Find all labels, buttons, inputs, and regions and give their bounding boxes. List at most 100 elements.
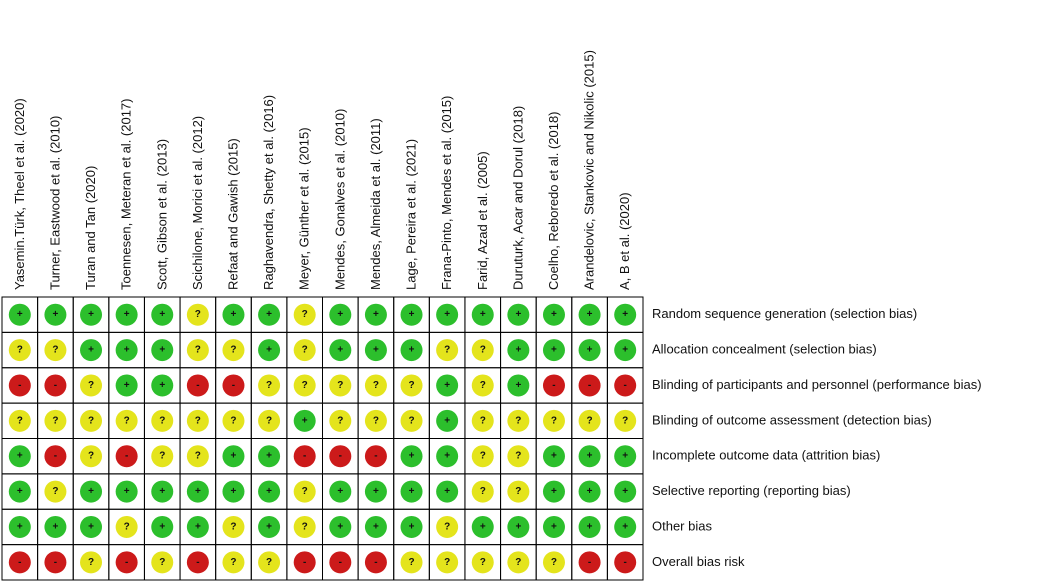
judgement-symbol: ? xyxy=(17,415,23,426)
judgement-symbol: ? xyxy=(515,557,521,568)
judgement-dot xyxy=(471,374,494,397)
judgement-symbol: - xyxy=(196,557,199,568)
judgement-symbol: - xyxy=(339,451,342,462)
judgement-dot xyxy=(222,374,245,397)
domain-label: Allocation concealment (selection bias) xyxy=(652,342,877,357)
judgement-symbol: + xyxy=(88,521,94,532)
judgement-dot xyxy=(258,374,281,397)
judgement-dot xyxy=(8,515,31,538)
study-label: Raghavendra, Shetty et al. (2016) xyxy=(261,95,276,290)
judgement-dot xyxy=(151,515,174,538)
judgement-dot xyxy=(115,409,138,432)
judgement-symbol: + xyxy=(444,380,450,391)
judgement-symbol: ? xyxy=(515,415,521,426)
judgement-symbol: + xyxy=(52,309,58,320)
judgement-symbol: ? xyxy=(480,557,486,568)
judgement-dot xyxy=(542,409,565,432)
judgement-symbol: - xyxy=(624,557,627,568)
judgement-dot xyxy=(436,480,459,503)
judgement-symbol: + xyxy=(409,451,415,462)
judgement-symbol: ? xyxy=(52,415,58,426)
judgement-dot xyxy=(364,551,387,574)
judgement-dot xyxy=(364,515,387,538)
judgement-dot xyxy=(364,445,387,468)
judgement-dot xyxy=(542,480,565,503)
judgement-dot xyxy=(400,339,423,362)
judgement-dot xyxy=(614,303,637,326)
judgement-symbol: + xyxy=(551,486,557,497)
judgement-dot xyxy=(578,551,601,574)
judgement-symbol: - xyxy=(125,451,128,462)
judgement-symbol: + xyxy=(337,486,343,497)
judgement-dot xyxy=(329,551,352,574)
judgement-symbol: ? xyxy=(373,415,379,426)
judgement-dot xyxy=(44,445,67,468)
judgement-dot xyxy=(258,480,281,503)
judgement-dot xyxy=(222,339,245,362)
judgement-dot xyxy=(471,480,494,503)
study-label: Arandelovic, Stankovic and Nikolic (2015… xyxy=(582,50,597,290)
judgement-symbol: ? xyxy=(88,451,94,462)
judgement-dot xyxy=(436,515,459,538)
judgement-symbol: + xyxy=(231,486,237,497)
judgement-dot xyxy=(400,409,423,432)
judgement-dot xyxy=(151,480,174,503)
judgement-dot xyxy=(400,374,423,397)
judgement-dot xyxy=(258,515,281,538)
judgement-dot xyxy=(400,445,423,468)
judgement-dot xyxy=(578,339,601,362)
domain-label: Incomplete outcome data (attrition bias) xyxy=(652,448,880,463)
judgement-symbol: + xyxy=(444,451,450,462)
judgement-dot xyxy=(8,480,31,503)
judgement-symbol: + xyxy=(337,309,343,320)
judgement-symbol: + xyxy=(515,345,521,356)
domain-label: Blinding of participants and personnel (… xyxy=(652,377,982,392)
judgement-symbol: + xyxy=(515,309,521,320)
judgement-dot xyxy=(614,445,637,468)
judgement-dot xyxy=(293,374,316,397)
judgement-dot xyxy=(400,480,423,503)
judgement-dot xyxy=(222,515,245,538)
judgement-dot xyxy=(258,445,281,468)
judgement-dot xyxy=(151,374,174,397)
judgement-dot xyxy=(436,339,459,362)
judgement-dot xyxy=(436,374,459,397)
judgement-dot xyxy=(115,515,138,538)
judgement-symbol: ? xyxy=(124,415,130,426)
judgement-symbol: ? xyxy=(88,557,94,568)
judgement-symbol: + xyxy=(17,486,23,497)
judgement-dot xyxy=(80,303,103,326)
study-label: Toennesen, Meteran et al. (2017) xyxy=(119,98,134,290)
judgement-symbol: + xyxy=(515,380,521,391)
judgement-symbol: + xyxy=(266,486,272,497)
judgement-symbol: + xyxy=(159,486,165,497)
judgement-dot xyxy=(364,339,387,362)
judgement-dot xyxy=(400,515,423,538)
judgement-symbol: ? xyxy=(551,415,557,426)
judgement-symbol: + xyxy=(266,521,272,532)
judgement-symbol: + xyxy=(52,521,58,532)
judgement-dot xyxy=(471,339,494,362)
judgement-dot xyxy=(186,303,209,326)
judgement-symbol: + xyxy=(124,380,130,391)
judgement-symbol: + xyxy=(409,486,415,497)
judgement-symbol: ? xyxy=(230,521,236,532)
domain-label: Other bias xyxy=(652,518,712,533)
judgement-symbol: + xyxy=(622,486,628,497)
judgement-dot xyxy=(258,339,281,362)
judgement-dot xyxy=(115,339,138,362)
domain-label: Random sequence generation (selection bi… xyxy=(652,306,917,321)
study-label: Coelho, Reboredo et al. (2018) xyxy=(546,111,561,290)
study-label: Lage, Pereira et al. (2021) xyxy=(404,139,419,290)
judgement-dot xyxy=(329,374,352,397)
judgement-symbol: + xyxy=(88,309,94,320)
judgement-dot xyxy=(44,339,67,362)
judgement-symbol: ? xyxy=(52,486,58,497)
judgement-symbol: + xyxy=(587,309,593,320)
judgement-symbol: ? xyxy=(302,345,308,356)
judgement-symbol: - xyxy=(339,557,342,568)
judgement-symbol: ? xyxy=(195,309,201,320)
judgement-symbol: ? xyxy=(266,557,272,568)
study-label: A, B et al. (2020) xyxy=(617,192,632,290)
judgement-dot xyxy=(542,339,565,362)
